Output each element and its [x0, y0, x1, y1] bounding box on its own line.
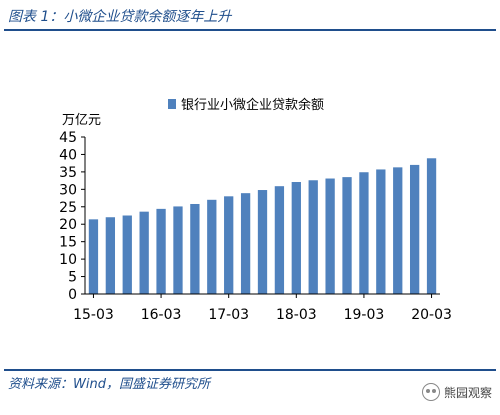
bars: [88, 158, 437, 294]
y-tick-label: 20: [59, 217, 77, 233]
bar: [207, 199, 217, 294]
x-tick-label: 20-03: [411, 307, 452, 323]
figure-title: 图表 1：小微企业贷款余额逐年上升: [8, 9, 232, 25]
bar: [156, 208, 166, 294]
bar: [325, 178, 335, 294]
bar: [376, 169, 386, 294]
y-tick-label: 10: [59, 252, 77, 268]
source-note: 资料来源：Wind，国盛证券研究所: [8, 377, 210, 392]
bar: [257, 190, 268, 294]
bar: [393, 167, 403, 294]
y-tick-label: 25: [59, 200, 77, 216]
bar: [88, 219, 99, 294]
watermark-text: 熊园观察: [443, 385, 492, 400]
legend: 银行业小微企业贷款余额: [168, 97, 324, 113]
y-tick-label: 5: [68, 270, 77, 286]
legend-label: 银行业小微企业贷款余额: [181, 97, 324, 113]
bar: [342, 177, 352, 294]
y-tick-label: 30: [59, 182, 77, 198]
x-tick-label: 16-03: [141, 307, 182, 323]
title-rule: [4, 29, 496, 31]
bar: [139, 211, 149, 294]
bar: [409, 164, 420, 294]
bar: [105, 217, 116, 294]
x-tick-label: 19-03: [344, 307, 385, 323]
bar: [274, 186, 285, 294]
y-tick-label: 45: [59, 130, 77, 146]
source-rule: [4, 369, 496, 371]
bar: [224, 196, 234, 294]
y-axis-unit-label: 万亿元: [62, 113, 101, 128]
bar: [190, 203, 200, 294]
x-tick-label: 18-03: [276, 307, 317, 323]
y-tick-label: 15: [59, 235, 77, 251]
bar: [359, 172, 369, 294]
bar: [173, 206, 183, 294]
wechat-icon: [421, 383, 440, 401]
bar: [426, 158, 437, 294]
y-tick-label: 40: [59, 147, 77, 163]
y-tick-label: 0: [68, 287, 77, 303]
bar: [291, 182, 301, 294]
bar: [122, 215, 132, 294]
x-tick-label: 15-03: [73, 307, 114, 323]
legend-swatch: [168, 99, 176, 109]
x-axis: 15-03 16-03 17-03 18-03 19-03 20-03: [73, 293, 452, 323]
bar: [240, 193, 251, 294]
bar: [308, 180, 318, 294]
watermark: 熊园观察: [421, 383, 492, 401]
x-tick-label: 17-03: [208, 307, 249, 323]
y-tick-label: 35: [59, 165, 77, 181]
